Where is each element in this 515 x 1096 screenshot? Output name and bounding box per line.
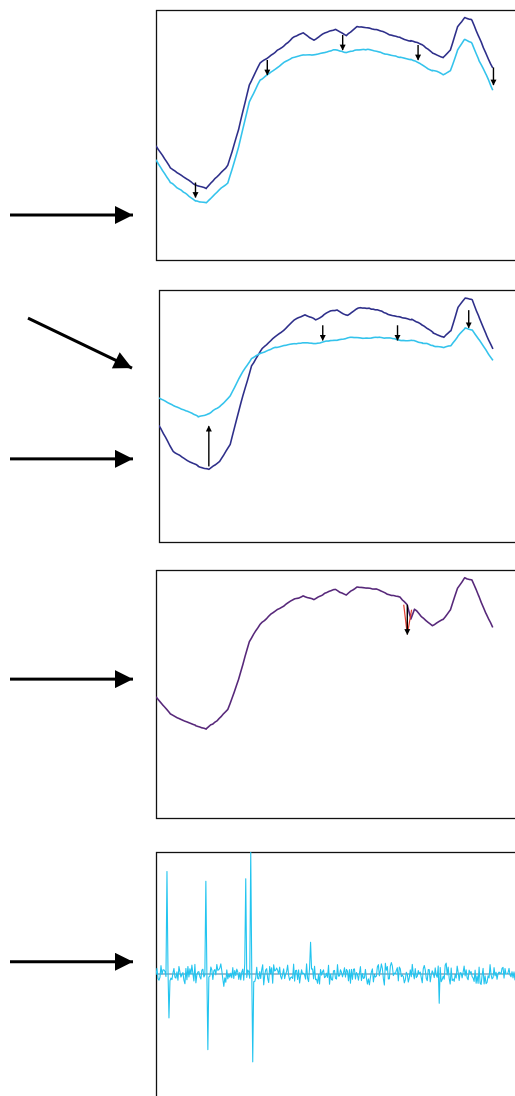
- panel-1: [10, 9, 515, 262]
- panel-3-series-merged: [156, 576, 494, 730]
- panel-4-frame: [155, 851, 515, 1096]
- panel-2-side-arrow-1: [27, 316, 133, 370]
- panel-1-series-light: [156, 38, 494, 204]
- panel-2-plot: [159, 297, 494, 471]
- panel-1-series-dark: [156, 16, 494, 190]
- panel-1-frame: [155, 9, 515, 262]
- panel-3-frame: [155, 569, 515, 820]
- panel-2: [10, 289, 515, 544]
- panel-2-series-light: [159, 327, 494, 418]
- panel-2-side-arrows: [10, 316, 133, 468]
- panel-4-series-residual: [156, 852, 515, 1063]
- panel-4: [10, 851, 515, 1096]
- panel-2-series-dark: [159, 297, 494, 471]
- panel-3-plot: [156, 576, 494, 730]
- panel-3: [10, 569, 515, 820]
- panel-2-frame: [158, 289, 515, 544]
- panel-4-plot: [156, 852, 515, 1063]
- panel-1-plot: [156, 16, 497, 204]
